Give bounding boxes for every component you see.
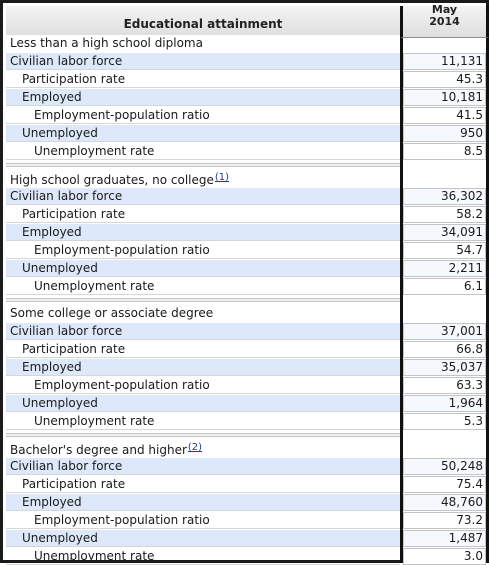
row-label: Employed (6, 89, 400, 106)
row-value: 2,211 (403, 260, 486, 277)
table-row: Unemployed 1,487 (6, 530, 489, 547)
row-label: Employment-population ratio (6, 107, 400, 124)
row-value: 11,131 (403, 53, 486, 70)
row-value: 1,487 (403, 530, 486, 547)
row-label: Participation rate (6, 476, 400, 493)
table-row: Civilian labor force 50,248 (6, 458, 489, 475)
section-title-row: High school graduates, no college(1) (6, 170, 489, 187)
section-title-text: Some college or associate degree (10, 306, 214, 320)
row-value: 34,091 (403, 224, 486, 241)
section-title: High school graduates, no college(1) (6, 170, 400, 187)
row-value: 73.2 (403, 512, 486, 529)
section-title-row: Bachelor's degree and higher(2) (6, 440, 489, 457)
table-row: Participation rate 66.8 (6, 341, 489, 358)
column-header-period[interactable]: May 2014 (400, 3, 489, 38)
row-value: 63.3 (403, 377, 486, 394)
row-label: Unemployed (6, 530, 400, 547)
table-row: Civilian labor force 37,001 (6, 323, 489, 340)
row-value: 3.0 (403, 548, 486, 565)
row-label: Employed (6, 359, 400, 376)
row-label: Unemployed (6, 125, 400, 142)
table-row: Employment-population ratio 73.2 (6, 512, 489, 529)
row-value: 45.3 (403, 71, 486, 88)
row-value: 6.1 (403, 278, 486, 295)
table-row: Unemployment rate 3.0 (6, 548, 489, 565)
section-title-row: Some college or associate degree (6, 305, 489, 322)
column-header-label: Educational attainment (6, 6, 400, 38)
table-row: Employed 34,091 (6, 224, 489, 241)
section-separator (6, 433, 400, 437)
row-value: 8.5 (403, 143, 486, 160)
row-label: Unemployed (6, 395, 400, 412)
row-value: 50,248 (403, 458, 486, 475)
row-label: Civilian labor force (6, 323, 400, 340)
section-title-row: Less than a high school diploma (6, 35, 489, 52)
table-row: Employed 48,760 (6, 494, 489, 511)
table-row: Employment-population ratio 54.7 (6, 242, 489, 259)
table-row: Employed 35,037 (6, 359, 489, 376)
row-value: 66.8 (403, 341, 486, 358)
row-label: Civilian labor force (6, 458, 400, 475)
header-month: May (431, 3, 458, 16)
row-value: 48,760 (403, 494, 486, 511)
row-label: Employment-population ratio (6, 512, 400, 529)
section-title-text: High school graduates, no college (10, 173, 214, 187)
table-row: Unemployed 2,211 (6, 260, 489, 277)
row-value: 950 (403, 125, 486, 142)
table-row: Employment-population ratio 41.5 (6, 107, 489, 124)
row-label: Participation rate (6, 341, 400, 358)
section-title: Some college or associate degree (6, 305, 400, 322)
section-separator (6, 163, 400, 167)
row-label: Employed (6, 224, 400, 241)
row-value: 58.2 (403, 206, 486, 223)
row-value: 41.5 (403, 107, 486, 124)
row-label: Unemployment rate (6, 143, 400, 160)
table-row: Unemployment rate 8.5 (6, 143, 489, 160)
table-row: Civilian labor force 11,131 (6, 53, 489, 70)
row-label: Unemployment rate (6, 278, 400, 295)
table-row: Participation rate 58.2 (6, 206, 489, 223)
row-label: Participation rate (6, 71, 400, 88)
row-value: 5.3 (403, 413, 486, 430)
row-label: Employed (6, 494, 400, 511)
table-row: Employed 10,181 (6, 89, 489, 106)
footnote-link[interactable]: (1) (214, 172, 230, 183)
row-value: 37,001 (403, 323, 486, 340)
table-row: Unemployment rate 5.3 (6, 413, 489, 430)
table-row: Unemployed 1,964 (6, 395, 489, 412)
row-value: 36,302 (403, 188, 486, 205)
row-value: 54.7 (403, 242, 486, 259)
table-row: Unemployment rate 6.1 (6, 278, 489, 295)
header-year: 2014 (429, 15, 460, 28)
row-value: 1,964 (403, 395, 486, 412)
row-label: Unemployed (6, 260, 400, 277)
header-title: Educational attainment (123, 17, 283, 31)
section-title: Bachelor's degree and higher(2) (6, 440, 400, 457)
row-value: 35,037 (403, 359, 486, 376)
row-label: Civilian labor force (6, 53, 400, 70)
table-row: Civilian labor force 36,302 (6, 188, 489, 205)
row-label: Unemployment rate (6, 413, 400, 430)
row-value: 75.4 (403, 476, 486, 493)
section-title-text: Less than a high school diploma (10, 36, 203, 50)
table-row: Unemployed 950 (6, 125, 489, 142)
row-value: 10,181 (403, 89, 486, 106)
table-row: Employment-population ratio 63.3 (6, 377, 489, 394)
row-label: Participation rate (6, 206, 400, 223)
table-row: Participation rate 75.4 (6, 476, 489, 493)
section-title-text: Bachelor's degree and higher (10, 443, 187, 457)
row-label: Employment-population ratio (6, 242, 400, 259)
section-separator (6, 298, 400, 302)
row-label: Unemployment rate (6, 548, 400, 565)
footnote-link[interactable]: (2) (187, 442, 203, 453)
row-label: Civilian labor force (6, 188, 400, 205)
section-title: Less than a high school diploma (6, 35, 400, 52)
row-label: Employment-population ratio (6, 377, 400, 394)
table-row: Participation rate 45.3 (6, 71, 489, 88)
